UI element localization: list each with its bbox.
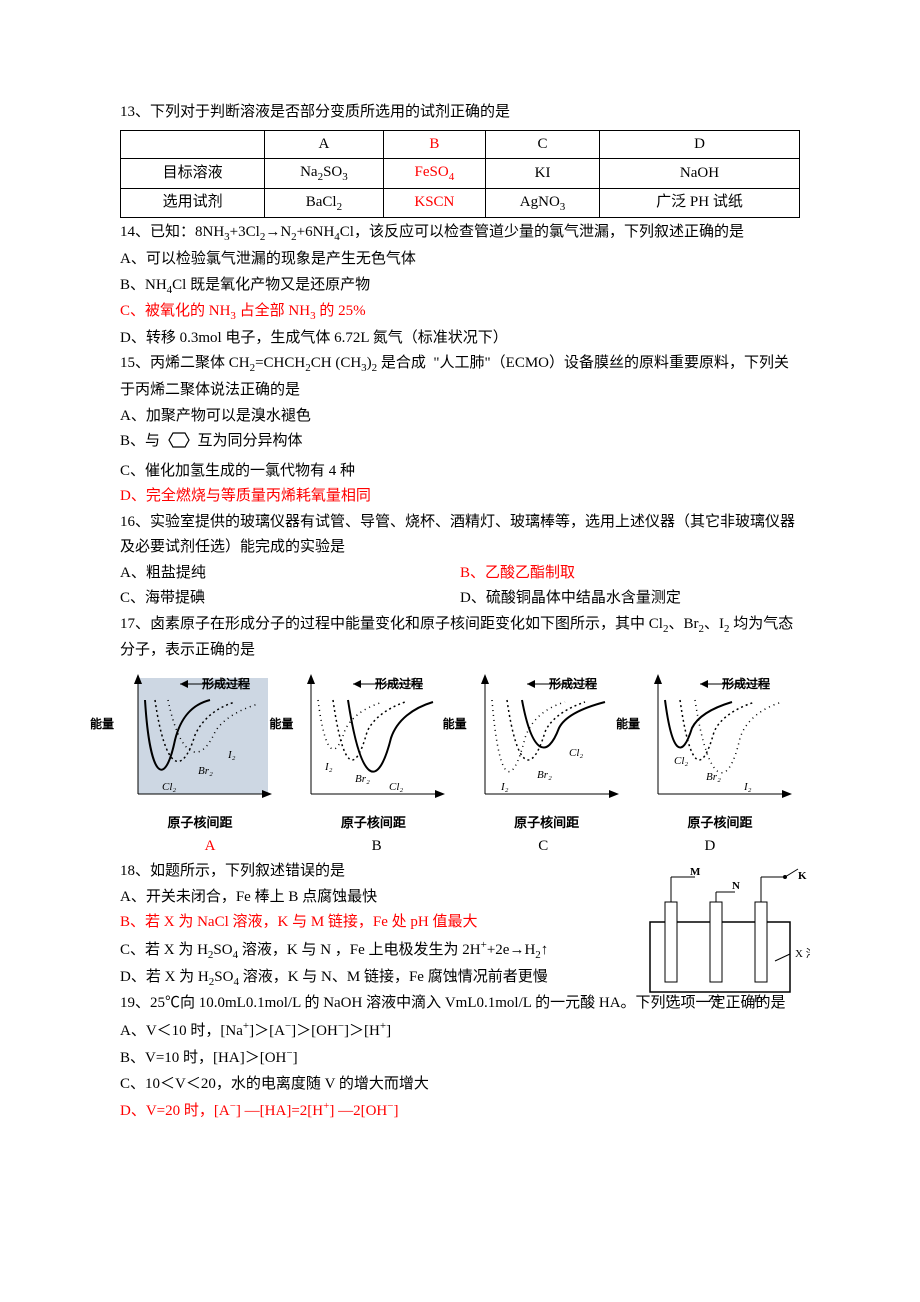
q14-optC: C、被氧化的 NH3 占全部 NH3 的 25% <box>120 299 800 326</box>
q16-stem: 16、实验室提供的玻璃仪器有试管、导管、烧杯、酒精灯、玻璃棒等，选用上述仪器（其… <box>120 510 800 561</box>
cell-blank <box>121 130 265 159</box>
cell: KI <box>486 159 600 189</box>
svg-text:Br₂: Br₂ <box>706 771 721 783</box>
svg-text:Br₂: Br₂ <box>198 765 213 777</box>
svg-text:Fe: Fe <box>754 993 765 1005</box>
cell-header-C: C <box>486 130 600 159</box>
svg-text:Cl₂: Cl₂ <box>162 781 176 793</box>
q15-B-post: 互为同分异构体 <box>198 433 303 449</box>
letter-D: D <box>690 834 730 860</box>
row1-label: 目标溶液 <box>121 159 265 189</box>
q18-diagram: M N K X 溶液 C Zn Fe <box>640 867 810 1007</box>
cell: Na2SO3 <box>265 159 383 189</box>
letter-B: B <box>357 834 397 860</box>
cell-header-D: D <box>599 130 799 159</box>
q19-optC: C、10＜V＜20，水的电离度随 V 的增大而增大 <box>120 1072 800 1098</box>
q16-optB: B、乙酸乙酯制取 <box>460 561 800 587</box>
svg-text:Cl₂: Cl₂ <box>674 755 688 767</box>
q16-optC: C、海带提碘 <box>120 586 460 612</box>
hexagon-icon <box>167 431 191 459</box>
q17-charts: 能量 形成过程 Cl₂ Br₂ I₂ 原子核间距 <box>120 670 800 834</box>
q14-optD: D、转移 0.3mol 电子，生成气体 6.72L 氮气（标准状况下） <box>120 326 800 352</box>
q15-optC: C、催化加氢生成的一氯代物有 4 种 <box>120 459 800 485</box>
q15-B-pre: B、与 <box>120 433 160 449</box>
svg-text:I₂: I₂ <box>227 749 236 761</box>
q16-optA: A、粗盐提纯 <box>120 561 460 587</box>
solution-label: X 溶液 <box>795 946 810 960</box>
row2-label: 选用试剂 <box>121 188 265 218</box>
cell-header-B: B <box>383 130 485 159</box>
q13-stem: 13、下列对于判断溶液是否部分变质所选用的试剂正确的是 <box>120 100 800 126</box>
q17-stem: 17、卤素原子在形成分子的过程中能量变化和原子核间距变化如下图所示，其中 Cl2… <box>120 612 800 664</box>
svg-text:N: N <box>732 880 740 892</box>
chart-B-svg: 形成过程 I₂ Br₂ Cl₂ <box>293 670 453 810</box>
q15-optD: D、完全燃烧与等质量丙烯耗氧量相同 <box>120 484 800 510</box>
cell: NaOH <box>599 159 799 189</box>
q15-optB: B、与 互为同分异构体 <box>120 429 800 459</box>
chart-B: 能量 形成过程 I₂ Br₂ Cl₂ 原子核间距 <box>293 670 453 834</box>
chart-C-svg: 形成过程 I₂ Br₂ Cl₂ <box>467 670 627 810</box>
cell: FeSO4 <box>383 159 485 189</box>
svg-text:Zn: Zn <box>708 993 721 1005</box>
q16-row1: A、粗盐提纯 B、乙酸乙酯制取 <box>120 561 800 587</box>
x-axis-label: 原子核间距 <box>293 812 453 834</box>
svg-text:M: M <box>690 867 701 878</box>
cell-header-A: A <box>265 130 383 159</box>
q14-optB: B、NH4Cl 既是氧化产物又是还原产物 <box>120 273 800 300</box>
q17-letters: A B C D <box>120 834 800 860</box>
q19-optD: D、V=20 时，[A−] —[HA]=2[H+] —2[OH−] <box>120 1097 800 1125</box>
x-axis-label: 原子核间距 <box>467 812 627 834</box>
y-axis-label: 能量 <box>443 714 467 734</box>
table-row: 目标溶液 Na2SO3 FeSO4 KI NaOH <box>121 159 800 189</box>
chart-D: 能量 形成过程 Cl₂ Br₂ I₂ 原子核间距 <box>640 670 800 834</box>
chart-D-svg: 形成过程 Cl₂ Br₂ I₂ <box>640 670 800 810</box>
svg-text:Cl₂: Cl₂ <box>389 781 403 793</box>
q14-optA: A、可以检验氯气泄漏的现象是产生无色气体 <box>120 247 800 273</box>
y-axis-label: 能量 <box>616 714 640 734</box>
table-row: 选用试剂 BaCl2 KSCN AgNO3 广泛 PH 试纸 <box>121 188 800 218</box>
cell: AgNO3 <box>486 188 600 218</box>
svg-text:I₂: I₂ <box>324 761 333 773</box>
letter-C: C <box>523 834 563 860</box>
q19-optA: A、V＜10 时，[Na+]＞[A−]＞[OH−]＞[H+] <box>120 1017 800 1045</box>
svg-text:Br₂: Br₂ <box>537 769 552 781</box>
q15-stem: 15、丙烯二聚体 CH2=CHCH2CH (CH3)2 是合成 "人工肺"（EC… <box>120 351 800 403</box>
q18-block: M N K X 溶液 C Zn Fe 18、如题所示，下列叙述错误的是 A、开关… <box>120 859 800 991</box>
svg-text:I₂: I₂ <box>743 781 752 793</box>
svg-text:Br₂: Br₂ <box>355 773 370 785</box>
letter-A: A <box>190 834 230 860</box>
q16-row2: C、海带提碘 D、硫酸铜晶体中结晶水含量测定 <box>120 586 800 612</box>
chart-C: 能量 形成过程 I₂ Br₂ Cl₂ 原子核间距 <box>467 670 627 834</box>
q16-optD: D、硫酸铜晶体中结晶水含量测定 <box>460 586 800 612</box>
y-axis-label: 能量 <box>90 714 114 734</box>
cell: BaCl2 <box>265 188 383 218</box>
cell: KSCN <box>383 188 485 218</box>
chart-A-svg: 形成过程 Cl₂ Br₂ I₂ <box>120 670 280 810</box>
svg-text:I₂: I₂ <box>500 781 509 793</box>
x-axis-label: 原子核间距 <box>120 812 280 834</box>
y-axis-label: 能量 <box>269 714 293 734</box>
table-row: A B C D <box>121 130 800 159</box>
q15-optA: A、加聚产物可以是溴水褪色 <box>120 404 800 430</box>
svg-text:Cl₂: Cl₂ <box>569 747 583 759</box>
q14-stem: 14、已知：8NH3+3Cl2→N2+6NH4Cl，该反应可以检查管道少量的氯气… <box>120 220 800 247</box>
q19-optB: B、V=10 时，[HA]＞[OH−] <box>120 1044 800 1072</box>
q13-table: A B C D 目标溶液 Na2SO3 FeSO4 KI NaOH 选用试剂 B… <box>120 130 800 219</box>
svg-text:K: K <box>798 870 807 882</box>
cell: 广泛 PH 试纸 <box>599 188 799 218</box>
chart-A: 能量 形成过程 Cl₂ Br₂ I₂ 原子核间距 <box>120 670 280 834</box>
x-axis-label: 原子核间距 <box>640 812 800 834</box>
svg-text:C: C <box>666 993 673 1005</box>
